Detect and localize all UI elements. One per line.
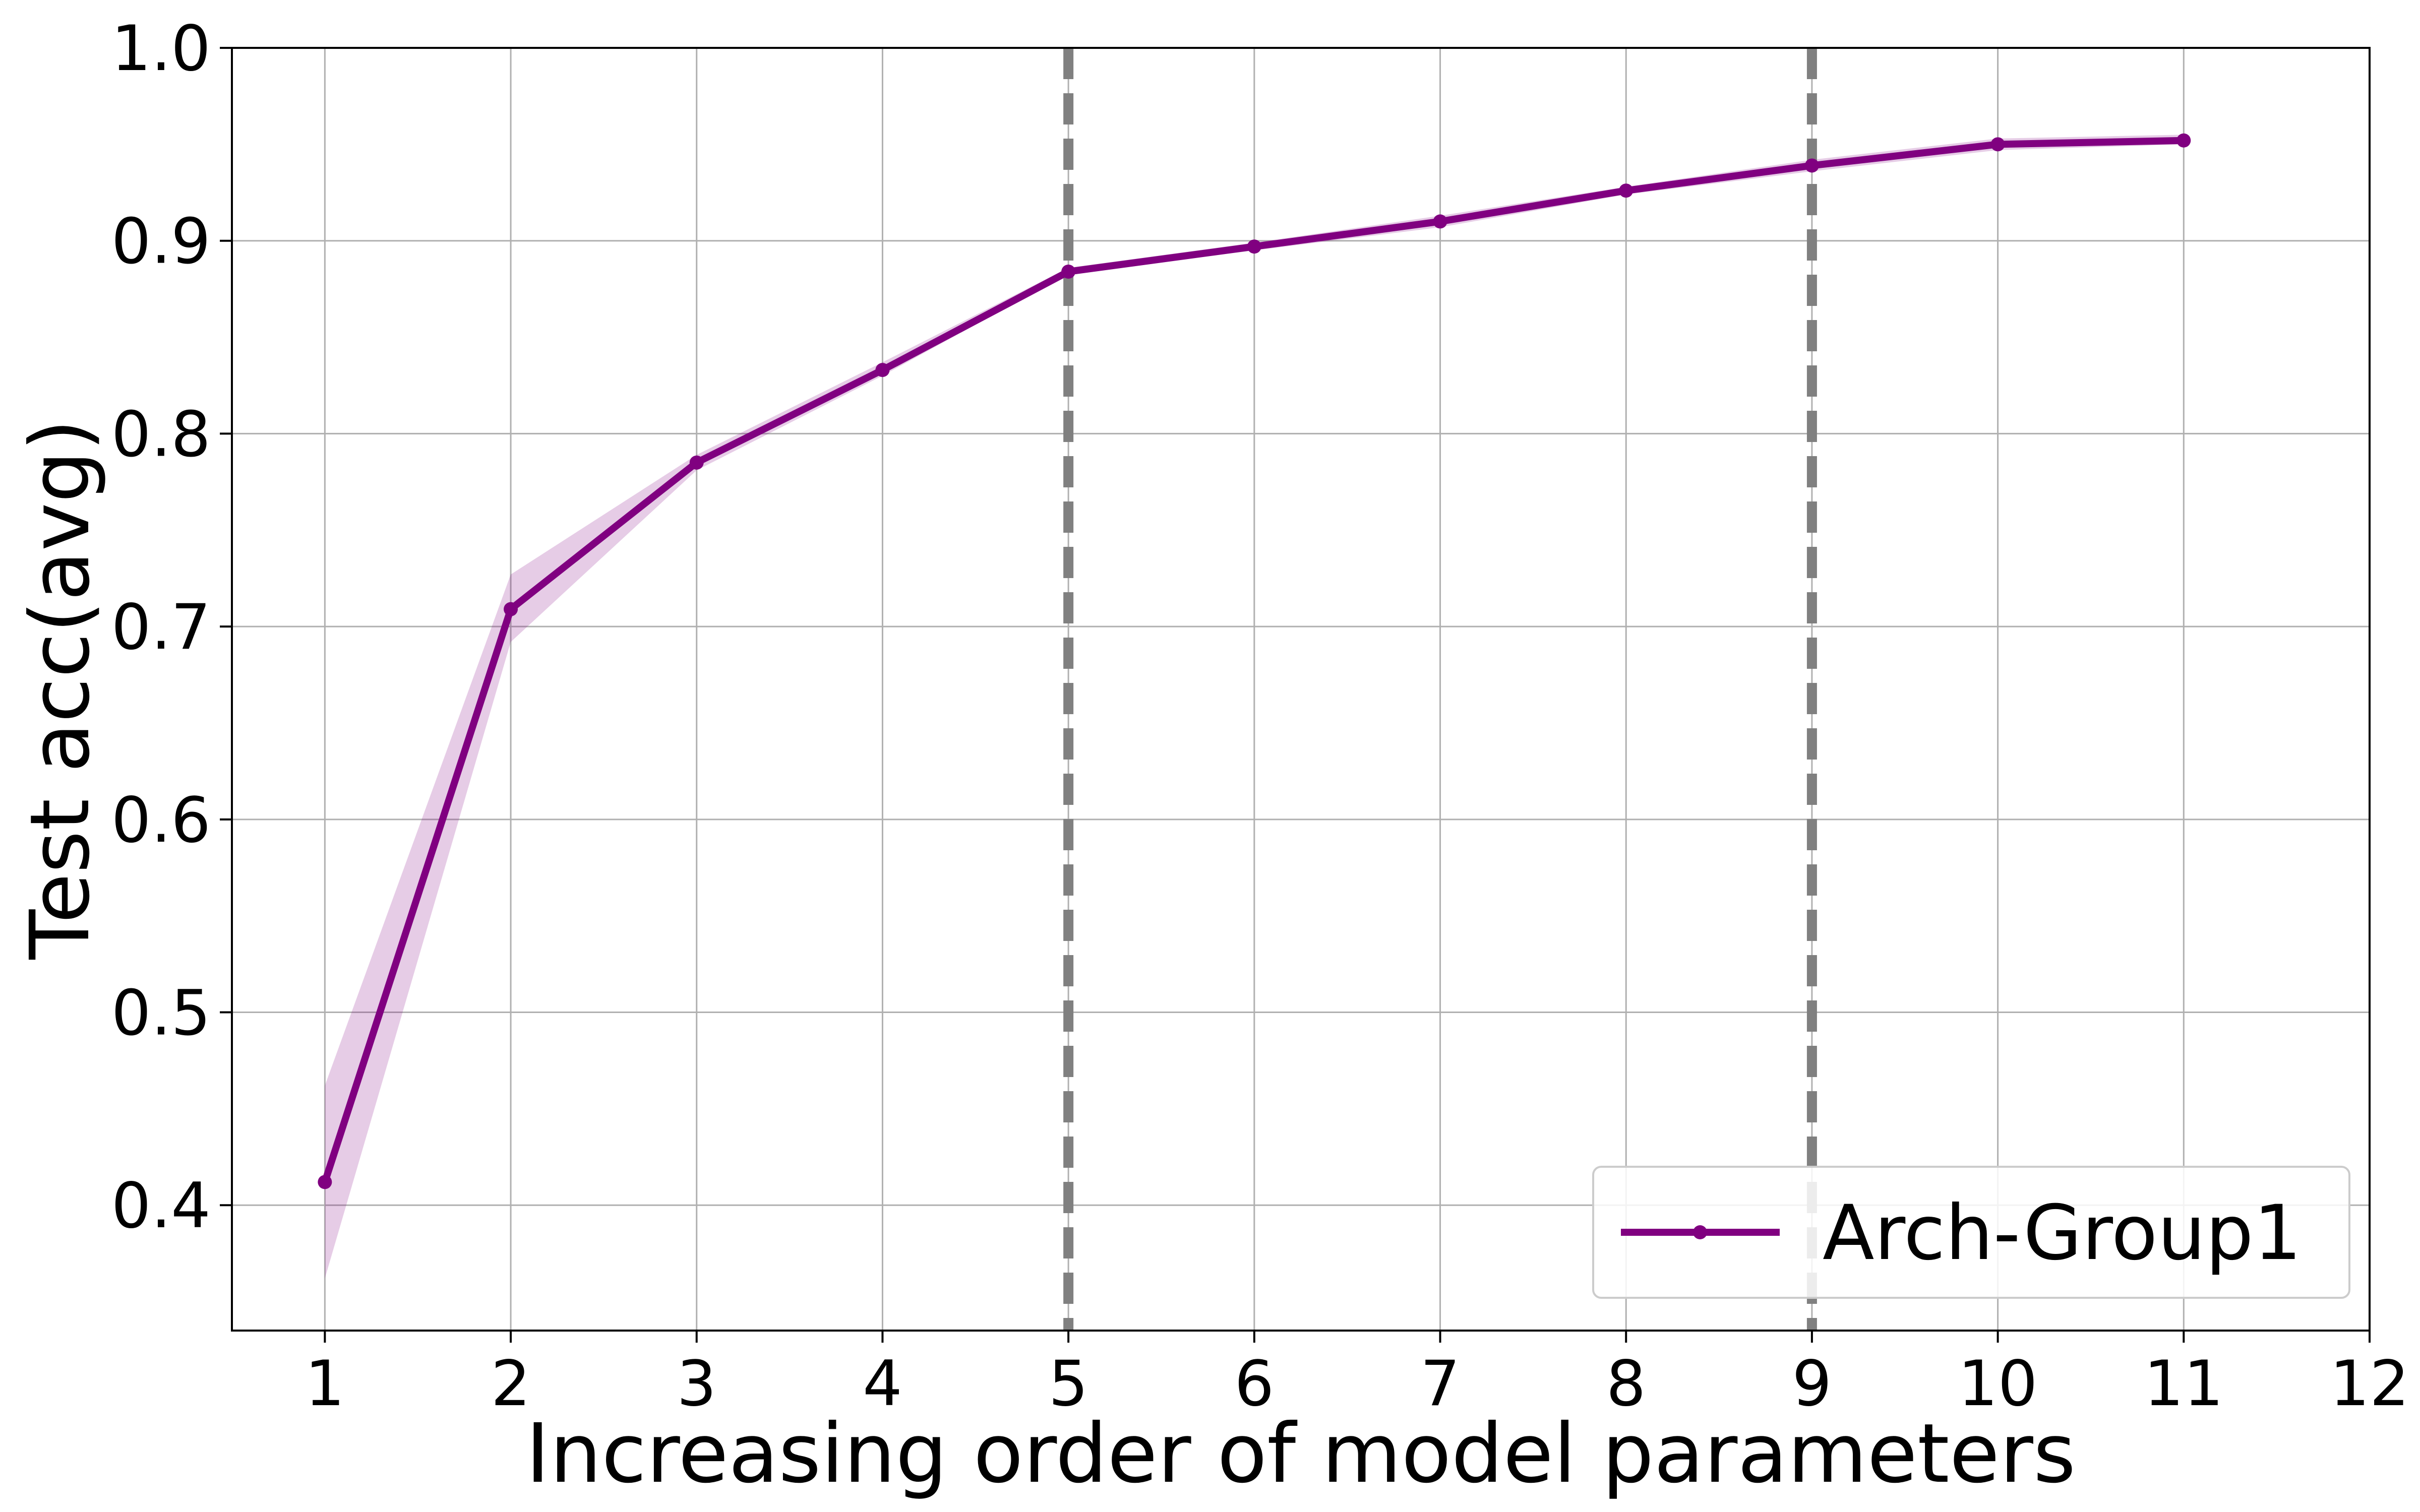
legend-point-marker [1693, 1225, 1707, 1239]
legend-box [1592, 1166, 2350, 1299]
x-tick-label: 4 [863, 1348, 902, 1420]
confidence-bands [325, 135, 2184, 1279]
x-tick-label: 1 [305, 1348, 345, 1420]
plot-frame [231, 47, 2371, 1332]
y-tick-label: 0.4 [111, 1170, 211, 1242]
x-tick-label: 2 [491, 1348, 531, 1420]
y-axis-title: Test acc(avg) [13, 419, 108, 960]
legend: Arch-Group1 [1592, 1166, 2350, 1299]
data-series [318, 133, 2191, 1189]
y-tick-label: 1.0 [111, 13, 211, 85]
data-point [1247, 239, 1261, 254]
x-tick-label: 6 [1234, 1348, 1274, 1420]
data-point [875, 363, 890, 377]
axis-ticks: 1 2 3 4 5 6 7 8 9 10 11 120.40.50.60.70.80.91.0 [111, 13, 2409, 1420]
y-tick-label: 0.6 [111, 784, 211, 857]
data-point [1804, 158, 1819, 173]
data-point [1061, 264, 1076, 279]
y-tick-label: 0.9 [111, 206, 211, 278]
x-tick-label: 7 [1420, 1348, 1460, 1420]
y-tick-label: 0.7 [111, 591, 211, 664]
x-tick-label: 3 [677, 1348, 716, 1420]
x-tick-label: 10 [1958, 1348, 2038, 1420]
x-tick-label: 11 [2144, 1348, 2223, 1420]
data-point [2176, 133, 2191, 148]
y-tick-label: 0.8 [111, 398, 211, 471]
x-axis-title: Increasing order of model parameters [526, 1407, 2076, 1501]
x-tick-label: 5 [1049, 1348, 1088, 1420]
data-point [1433, 214, 1447, 229]
confidence-band [325, 135, 2184, 1279]
data-point [504, 602, 518, 616]
data-point [1990, 137, 2005, 152]
reference-lines [1063, 48, 1817, 1331]
x-tick-label: 8 [1606, 1348, 1646, 1420]
data-point [1619, 183, 1634, 198]
legend-label: Arch-Group1 [1823, 1189, 2302, 1277]
x-tick-label: 12 [2330, 1348, 2409, 1420]
x-tick-label: 9 [1792, 1348, 1832, 1420]
data-point [318, 1175, 332, 1189]
data-point [689, 455, 704, 470]
y-tick-label: 0.5 [111, 977, 211, 1050]
